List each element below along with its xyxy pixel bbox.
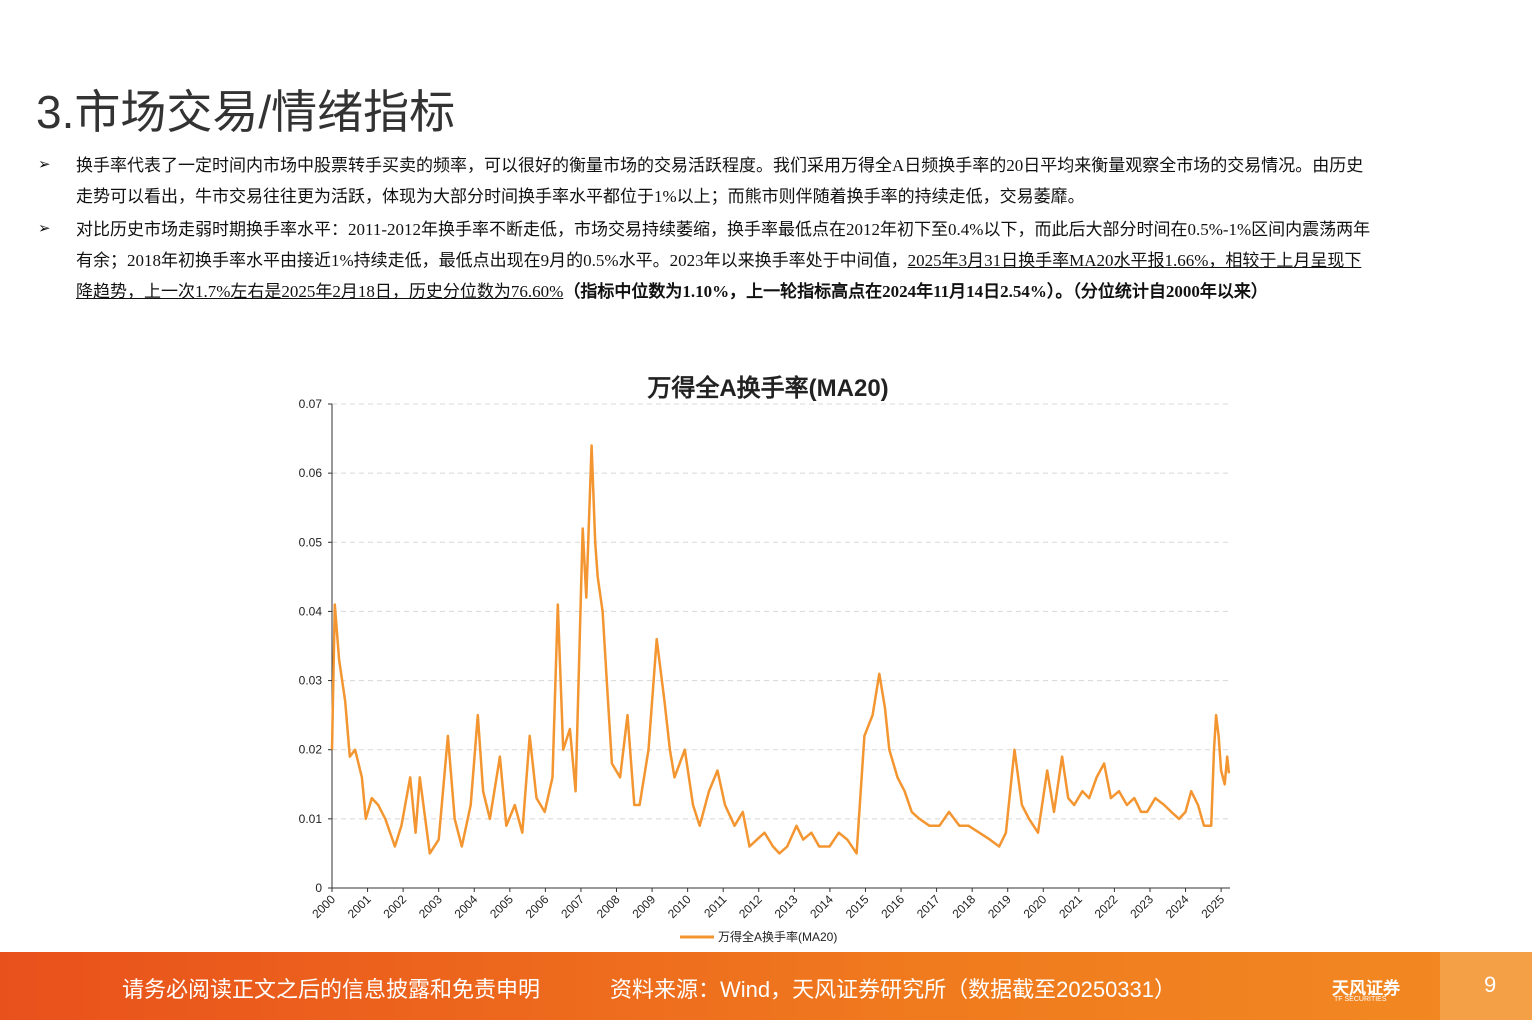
y-tick-label: 0.01: [299, 812, 323, 826]
x-tick-label: 2011: [701, 892, 729, 920]
footer: 请务必阅读正文之后的信息披露和免责申明 资料来源：Wind，天风证券研究所（数据…: [0, 952, 1532, 1020]
logo-sub: TF SECURITIES: [1334, 996, 1387, 1003]
disclaimer: 请务必阅读正文之后的信息披露和免责申明: [122, 977, 541, 1002]
bullet-text: 对比历史市场走弱时期换手率水平：2011-2012年换手率不断走低，市场交易持续…: [76, 220, 1371, 270]
x-tick-label: 2004: [452, 892, 481, 921]
series-line: [330, 444, 1231, 855]
x-tick-label: 2023: [1127, 892, 1156, 921]
legend-label: 万得全A换手率(MA20): [718, 929, 837, 944]
x-tick-label: 2006: [523, 892, 552, 921]
x-tick-label: 2012: [736, 892, 765, 921]
page-title: 3.市场交易/情绪指标: [36, 86, 456, 138]
y-tick-label: 0.04: [299, 604, 323, 618]
x-tick-label: 2010: [665, 892, 694, 921]
x-tick-label: 2024: [1163, 892, 1192, 921]
y-tick-label: 0.03: [299, 674, 323, 688]
x-tick-label: 2007: [558, 892, 587, 921]
x-tick-label: 2019: [985, 892, 1014, 921]
bullet: 对比历史市场走弱时期换手率水平：2011-2012年换手率不断走低，市场交易持续…: [38, 214, 1378, 307]
x-tick-label: 2025: [1198, 892, 1227, 921]
x-tick-label: 2016: [878, 892, 907, 921]
chart: 万得全A换手率(MA20) 0 0.01 0.02 0.03 0.04 0.05 0.06 0…: [299, 374, 1231, 944]
x-tick-label: 2002: [380, 892, 409, 921]
y-tick-label: 0.06: [299, 466, 323, 480]
x-tick-label: 2018: [949, 892, 978, 921]
bullet-bold: （指标中位数为1.10%，上一轮指标高点在2024年11月14日2.54%）。（…: [563, 282, 1268, 301]
x-tick-label: 2013: [772, 892, 801, 921]
chart-title: 万得全A换手率(MA20): [647, 374, 888, 402]
y-tick-label: 0.02: [299, 743, 323, 757]
x-tick-label: 2008: [594, 892, 623, 921]
x-tick-label: 2020: [1021, 892, 1050, 921]
page-number-box: 9: [1440, 952, 1532, 1020]
bullet-list: 换手率代表了一定时间内市场中股票转手买卖的频率，可以很好的衡量市场的交易活跃程度…: [38, 150, 1378, 309]
x-tick-label: 2001: [345, 892, 374, 921]
x-tick-label: 2005: [487, 892, 516, 921]
x-tick-label: 2022: [1092, 892, 1121, 921]
x-tick-label: 2017: [914, 892, 943, 921]
source: 资料来源：Wind，天风证券研究所（数据截至20250331）: [610, 977, 1177, 1002]
y-tick-label: 0.05: [299, 535, 323, 549]
x-tick-label: 2021: [1056, 892, 1085, 921]
bullet-underlined: 2025年3月31日换手率MA20水平报1.66%，相较于上月呈现下降趋势，上一…: [76, 251, 1362, 301]
y-tick-label: 0: [315, 881, 322, 895]
x-tick-label: 2000: [309, 892, 338, 921]
x-tick-label: 2003: [416, 892, 445, 921]
x-tick-label: 2009: [629, 892, 658, 921]
x-tick-label: 2014: [807, 892, 836, 921]
bullet-text: 换手率代表了一定时间内市场中股票转手买卖的频率，可以很好的衡量市场的交易活跃程度…: [76, 156, 1364, 206]
page-number: 9: [1484, 972, 1497, 997]
y-tick-label: 0.07: [299, 397, 323, 411]
x-tick-label: 2015: [843, 892, 872, 921]
logo: 天风证券: [1332, 979, 1400, 998]
bullet: 换手率代表了一定时间内市场中股票转手买卖的频率，可以很好的衡量市场的交易活跃程度…: [38, 150, 1378, 212]
